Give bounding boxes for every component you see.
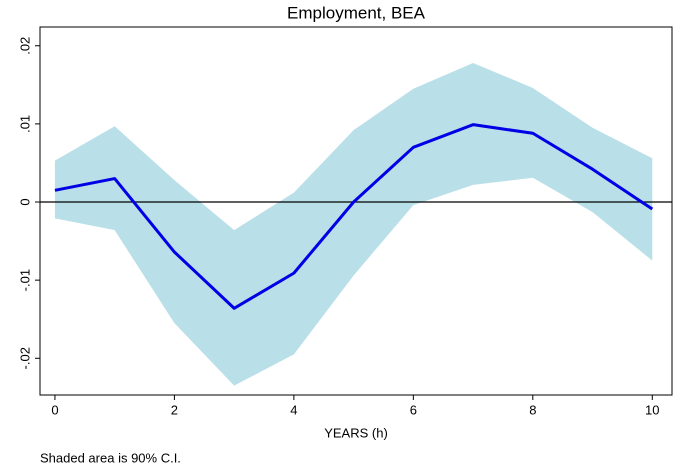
y-tick-label: -.01 [17, 269, 32, 291]
x-tick-label: 6 [410, 402, 417, 417]
x-tick-label: 8 [529, 402, 536, 417]
y-tick-label: .02 [17, 37, 32, 55]
confidence-band [54, 62, 653, 386]
x-axis-label: YEARS (h) [324, 425, 388, 440]
plot-frame [39, 26, 673, 396]
x-tick-label: 10 [645, 402, 659, 417]
x-tick-label: 4 [290, 402, 297, 417]
note: Shaded area is 90% C.I. [40, 450, 181, 465]
line [54, 123, 654, 310]
x-tick-label: 0 [51, 402, 58, 417]
y-tick-label: .01 [17, 115, 32, 133]
y-tick-label: -.02 [17, 347, 32, 369]
x-tick-label: 2 [171, 402, 178, 417]
chart-title: Employment, BEA [287, 3, 426, 22]
y-tick-label: 0 [17, 198, 32, 205]
